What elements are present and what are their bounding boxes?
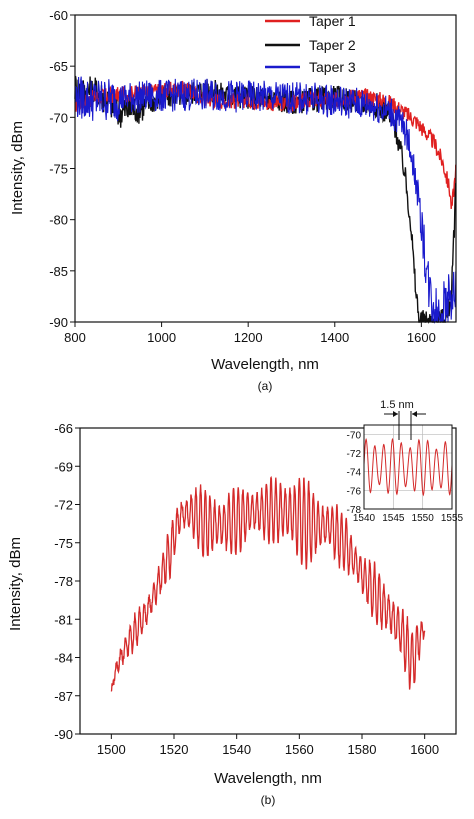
panel-b-x-ticks: 1500 1520 1540 1560 1580 1600 (97, 734, 439, 757)
panel-a-y-tick-label: -85 (49, 264, 68, 279)
panel-b-x-tick-label: 1580 (348, 742, 377, 757)
panel-a: 800 1000 1200 1400 1600 -60 -65 -70 -75 -80 -85 -9… (9, 8, 457, 393)
inset-arrowhead-right (412, 411, 417, 417)
panel-a-legend: Taper 1 Taper 2 Taper 3 (265, 13, 356, 75)
panel-a-series-line-taper-1 (74, 79, 457, 210)
panel-b-x-tick-label: 1520 (160, 742, 189, 757)
legend-label-taper-3: Taper 3 (309, 59, 356, 75)
inset-x-ticks: 1540 1545 1550 1555 (353, 513, 464, 524)
panel-a-x-tick-label: 800 (64, 330, 86, 345)
inset-x-tick-label: 1555 (441, 513, 464, 524)
inset-x-tick-label: 1545 (382, 513, 405, 524)
panel-b-inset: 1540 1545 1550 1555 -70 -72 -74 -76 -78 1.5 nm (347, 399, 464, 524)
inset-x-tick-label: 1550 (412, 513, 435, 524)
panel-b-caption: (b) (261, 793, 276, 807)
panel-a-x-ticks: 800 1000 1200 1400 1600 (64, 322, 436, 345)
panel-a-x-tick-label: 1400 (320, 330, 349, 345)
panel-a-frame (74, 14, 457, 323)
inset-arrowhead-left (393, 411, 398, 417)
panel-a-y-tick-label: -60 (49, 8, 68, 23)
legend-label-taper-1: Taper 1 (309, 13, 356, 29)
panel-b-y-tick-label: -72 (54, 498, 73, 513)
panel-b-series-line (110, 475, 426, 692)
panel-b-x-tick-label: 1540 (222, 742, 251, 757)
inset-annotation-label: 1.5 nm (380, 399, 414, 411)
inset-y-ticks: -70 -72 -74 -76 -78 (347, 430, 362, 516)
inset-annotation: 1.5 nm (380, 399, 426, 440)
panel-b-x-axis-label: Wavelength, nm (214, 770, 322, 787)
panel-b-y-ticks: -66 -69 -72 -75 -78 -81 -84 -87 -90 (54, 421, 80, 742)
legend-label-taper-2: Taper 2 (309, 37, 356, 53)
inset-frame (363, 424, 453, 510)
panel-b-y-tick-label: -87 (54, 689, 73, 704)
panel-a-x-tick-label: 1600 (407, 330, 436, 345)
panel-a-y-axis-label: Intensity, dBm (9, 121, 26, 215)
inset-y-tick-label: -72 (347, 449, 362, 460)
panel-a-series-line-taper-3 (74, 76, 457, 324)
inset-series-line (363, 437, 453, 497)
inset-y-tick-label: -76 (347, 486, 362, 497)
panel-a-series-group (74, 75, 457, 324)
panel-b-y-tick-label: -84 (54, 651, 73, 666)
panel-a-y-tick-label: -65 (49, 59, 68, 74)
panel-a-y-tick-label: -75 (49, 162, 68, 177)
panel-b-y-axis-label: Intensity, dBm (7, 537, 24, 631)
panel-a-x-axis-label: Wavelength, nm (211, 356, 319, 373)
panel-a-caption: (a) (258, 379, 273, 393)
inset-y-tick-label: -70 (347, 430, 362, 441)
panel-b-y-tick-label: -78 (54, 574, 73, 589)
panel-b-x-tick-label: 1500 (97, 742, 126, 757)
panel-a-y-tick-label: -90 (49, 315, 68, 330)
panel-a-x-tick-label: 1200 (234, 330, 263, 345)
panel-a-y-ticks: -60 -65 -70 -75 -80 -85 -90 (49, 8, 75, 330)
panel-b-y-tick-label: -69 (54, 459, 73, 474)
panel-b-y-tick-label: -75 (54, 536, 73, 551)
panel-b-x-tick-label: 1600 (410, 742, 439, 757)
panel-a-y-tick-label: -80 (49, 213, 68, 228)
panel-a-y-tick-label: -70 (49, 110, 68, 125)
inset-x-tick-label: 1540 (353, 513, 376, 524)
panel-b: 1500 1520 1540 1560 1580 1600 -66 -69 -72 -75 -78… (7, 399, 464, 807)
inset-y-tick-label: -74 (347, 468, 362, 479)
inset-y-tick-label: -78 (347, 505, 362, 516)
panel-b-y-tick-label: -66 (54, 421, 73, 436)
panel-b-series-group (110, 475, 426, 692)
panel-b-y-tick-label: -90 (54, 727, 73, 742)
panel-b-y-tick-label: -81 (54, 612, 73, 627)
panel-b-x-tick-label: 1560 (285, 742, 314, 757)
panel-a-x-tick-label: 1000 (147, 330, 176, 345)
